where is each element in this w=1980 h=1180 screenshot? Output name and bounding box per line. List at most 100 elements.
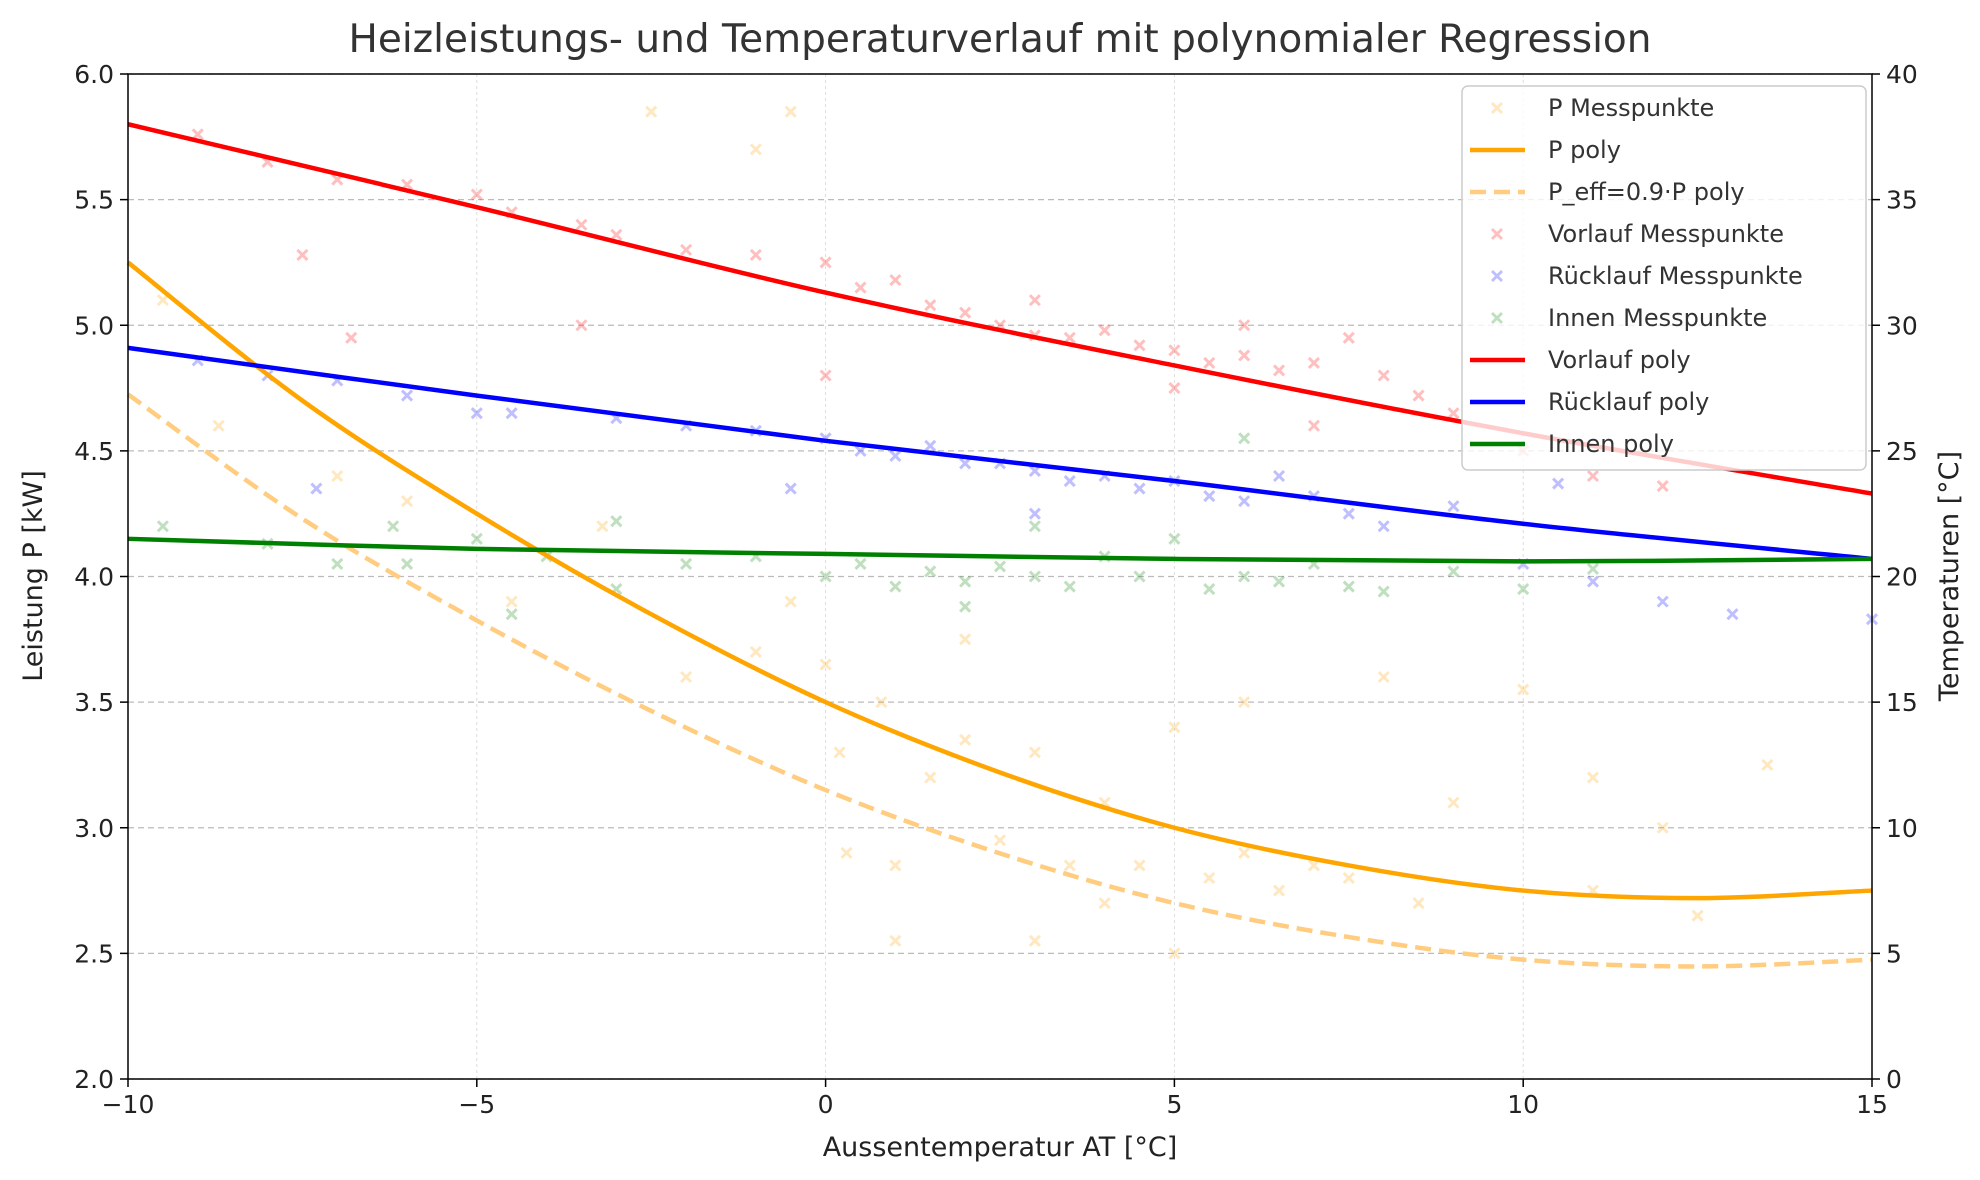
chart-title: Heizleistungs- und Temperaturverlauf mit… bbox=[349, 17, 1652, 62]
innen-messpunkte-point bbox=[331, 557, 344, 570]
p-messpunkte-point bbox=[331, 469, 344, 483]
legend: P Messpunkte P poly P_eff=0.9·P poly Vorlau… bbox=[1461, 85, 1867, 471]
legend-marker-vorlauf-messpunkte bbox=[1490, 227, 1504, 241]
vorlauf-messpunkte-point bbox=[470, 188, 483, 201]
p-messpunkte-point bbox=[1168, 947, 1181, 960]
innen-messpunkte-point bbox=[156, 520, 169, 533]
vorlauf-messpunkte-point bbox=[1098, 324, 1111, 337]
legend-marker-r-cklauf-messpunkte bbox=[1490, 269, 1504, 283]
r-cklauf-messpunkte-point bbox=[1133, 482, 1146, 495]
innen-messpunkte-point bbox=[1377, 585, 1390, 598]
y2-tick-label: 10 bbox=[1886, 814, 1918, 843]
innen-messpunkte-point bbox=[959, 600, 972, 613]
r-cklauf-messpunkte-point bbox=[959, 457, 972, 470]
innen-messpunkte-point bbox=[1342, 580, 1355, 593]
vorlauf-messpunkte-point bbox=[1272, 364, 1286, 377]
innen-messpunkte-point bbox=[1272, 575, 1286, 588]
y2-axis-label: Temperaturen [°C] bbox=[1934, 451, 1965, 702]
x-axis-label: Aussentemperatur AT [°C] bbox=[823, 1132, 1178, 1163]
r-cklauf-messpunkte-point bbox=[1272, 469, 1286, 483]
y2-tick-label: 20 bbox=[1886, 563, 1918, 592]
p-messpunkte-point bbox=[505, 595, 518, 608]
vorlauf-messpunkte-point bbox=[819, 256, 832, 269]
innen-messpunkte-point bbox=[505, 608, 518, 621]
vorlauf-messpunkte-point bbox=[854, 281, 867, 294]
p-messpunkte-point bbox=[1517, 683, 1530, 696]
x-tick-label: 10 bbox=[1507, 1090, 1539, 1119]
innen-messpunkte-point bbox=[854, 557, 867, 570]
p-messpunkte-point bbox=[749, 645, 762, 658]
r-cklauf-messpunkte-point bbox=[1028, 507, 1041, 520]
innen-messpunkte-point bbox=[470, 532, 483, 545]
p-messpunkte-point bbox=[819, 658, 832, 671]
y-axis-label: Leistung P [kW] bbox=[18, 470, 49, 682]
p-messpunkte-point bbox=[212, 419, 225, 432]
vorlauf-messpunkte-point bbox=[680, 243, 693, 256]
p-eff-0-9-p-poly-line bbox=[126, 392, 1873, 969]
innen-messpunkte-point bbox=[1028, 520, 1041, 533]
legend-label-p-messpunkte: P Messpunkte bbox=[1548, 94, 1714, 122]
vorlauf-messpunkte-point bbox=[1063, 331, 1076, 344]
p-messpunkte-point bbox=[1028, 934, 1041, 947]
legend-label-vorlauf-messpunkte: Vorlauf Messpunkte bbox=[1548, 220, 1784, 248]
y2-tick-label: 25 bbox=[1886, 437, 1918, 466]
p-messpunkte-point bbox=[1133, 859, 1146, 872]
innen-messpunkte-point bbox=[1168, 532, 1181, 545]
r-cklauf-messpunkte-point bbox=[505, 407, 518, 420]
innen-messpunkte-point bbox=[400, 557, 414, 570]
innen-messpunkte-point bbox=[1517, 583, 1530, 596]
legend-label-innen-messpunkte: Innen Messpunkte bbox=[1548, 304, 1767, 332]
vorlauf-messpunkte-point bbox=[1412, 389, 1425, 402]
p-poly-line bbox=[126, 260, 1873, 901]
vorlauf-messpunkte-point bbox=[1238, 319, 1251, 332]
vorlauf-messpunkte-point bbox=[191, 128, 204, 141]
p-messpunkte-point bbox=[1272, 884, 1286, 897]
p-messpunkte-point bbox=[680, 670, 693, 684]
vorlauf-messpunkte-point bbox=[1203, 356, 1216, 369]
innen-messpunkte-point bbox=[387, 520, 400, 533]
r-cklauf-poly-line bbox=[127, 345, 1873, 562]
r-cklauf-messpunkte-point bbox=[854, 444, 867, 457]
r-cklauf-messpunkte-point bbox=[1238, 495, 1251, 508]
y2-tick-label: 40 bbox=[1886, 60, 1918, 89]
p-messpunkte-point bbox=[889, 859, 902, 872]
vorlauf-messpunkte-point bbox=[889, 273, 902, 287]
legend-label-vorlauf-poly: Vorlauf poly bbox=[1548, 346, 1691, 374]
vorlauf-messpunkte-point bbox=[1307, 356, 1320, 369]
innen-messpunkte-point bbox=[1447, 565, 1460, 578]
p-messpunkte-point bbox=[1028, 746, 1041, 759]
p-messpunkte-point bbox=[1447, 796, 1460, 809]
x-tick-label: −10 bbox=[102, 1090, 155, 1119]
vorlauf-messpunkte-point bbox=[1656, 479, 1669, 493]
vorlauf-messpunkte-point bbox=[1447, 407, 1460, 420]
innen-messpunkte-point bbox=[680, 557, 693, 570]
innen-messpunkte-point bbox=[1133, 570, 1146, 583]
vorlauf-messpunkte-point bbox=[1377, 369, 1390, 382]
vorlauf-messpunkte-point bbox=[1307, 419, 1320, 432]
innen-messpunkte-point bbox=[610, 515, 623, 528]
y-tick-label: 4.0 bbox=[74, 563, 114, 592]
p-messpunkte-point bbox=[1761, 758, 1774, 771]
r-cklauf-messpunkte-point bbox=[1342, 507, 1355, 520]
p-messpunkte-point bbox=[833, 746, 846, 759]
legend-marker-innen-messpunkte bbox=[1490, 311, 1504, 325]
r-cklauf-messpunkte-point bbox=[1203, 490, 1216, 503]
p-messpunkte-point bbox=[1098, 897, 1111, 910]
vorlauf-messpunkte-point bbox=[1342, 331, 1355, 344]
legend-marker-p-messpunkte bbox=[1490, 101, 1504, 115]
y-tick-label: 5.0 bbox=[74, 311, 114, 340]
p-messpunkte-point bbox=[749, 143, 762, 156]
vorlauf-messpunkte-point bbox=[1168, 344, 1181, 357]
r-cklauf-messpunkte-point bbox=[1063, 474, 1076, 488]
x-tick-label: 5 bbox=[1166, 1090, 1182, 1119]
y-tick-label: 3.5 bbox=[74, 688, 114, 717]
innen-messpunkte-point bbox=[889, 580, 902, 593]
r-cklauf-messpunkte-point bbox=[924, 439, 937, 452]
y2-tick-label: 15 bbox=[1886, 688, 1918, 717]
p-messpunkte-point bbox=[1656, 821, 1669, 834]
innen-messpunkte-point bbox=[993, 560, 1007, 573]
vorlauf-messpunkte-point bbox=[959, 306, 972, 319]
innen-messpunkte-point bbox=[1063, 580, 1076, 593]
p-messpunkte-point bbox=[1586, 771, 1600, 784]
innen-messpunkte-point bbox=[1238, 432, 1251, 445]
